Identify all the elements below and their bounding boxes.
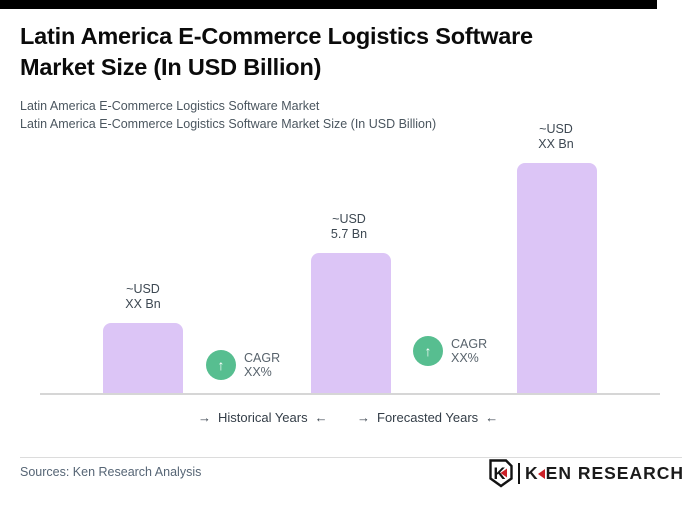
cagr1-value: XX%: [244, 365, 272, 379]
bar-value-label: ~USD XX Bn: [501, 122, 611, 151]
arrow-up-circle-icon: ↑: [206, 350, 236, 380]
arrow-right-icon: →: [198, 410, 211, 425]
bar1-label-line1: ~USD: [126, 282, 160, 296]
bar3-label-line2: XX Bn: [538, 136, 574, 151]
ken-research-logo: K K EN RESEARCH: [487, 459, 684, 488]
bar-forecast: [517, 163, 597, 393]
legend-historical-label: Historical Years: [218, 410, 308, 425]
x-axis-baseline: [40, 393, 660, 395]
logo-separator: [518, 463, 520, 484]
cagr2-label: CAGR: [451, 336, 488, 351]
bar3-label-line1: ~USD: [539, 122, 573, 136]
cagr1-label: CAGR: [244, 350, 281, 365]
bar1-label-line2: XX Bn: [125, 296, 161, 311]
svg-text:K: K: [494, 465, 506, 483]
top-black-strip: [0, 0, 657, 9]
bar2-label-line1: ~USD: [332, 212, 366, 226]
bar2-label-line2: 5.7 Bn: [330, 226, 368, 241]
logo-letter-k: K: [525, 463, 539, 483]
bar-value-label: ~USD XX Bn: [88, 282, 198, 311]
bar-value-label: ~USD 5.7 Bn: [294, 212, 404, 241]
chart-subtitle-line1: Latin America E-Commerce Logistics Softw…: [20, 99, 320, 113]
logo-rest-text: EN RESEARCH: [545, 463, 685, 483]
arrow-right-icon: →: [357, 410, 370, 425]
cagr-badge: ↑ CAGR XX%: [413, 336, 487, 366]
chart-subtitle-line2: Latin America E-Commerce Logistics Softw…: [20, 117, 437, 131]
legend-forecasted-years: → Forecasted Years ←: [357, 410, 498, 425]
cagr-badge-text: CAGR XX%: [451, 337, 487, 366]
page-title-line1: Latin America E-Commerce Logistics Softw…: [20, 23, 533, 49]
bar-current: [311, 253, 391, 393]
arrow-left-icon: ←: [314, 410, 328, 425]
page-title-line2: Market Size (In USD Billion): [20, 54, 322, 80]
bar-historical: [103, 323, 183, 393]
legend-historical-years: → Historical Years ←: [198, 410, 328, 425]
sources-text: Sources: Ken Research Analysis: [20, 465, 202, 479]
cagr2-value: XX%: [451, 351, 479, 365]
arrow-up-circle-icon: ↑: [413, 336, 443, 366]
footer-divider: [20, 457, 682, 458]
arrow-left-icon: ←: [485, 410, 499, 425]
logo-red-triangle-icon: [537, 468, 545, 479]
logo-wordmark: K EN RESEARCH: [525, 463, 684, 484]
cagr-badge: ↑ CAGR XX%: [206, 350, 280, 380]
legend-forecasted-label: Forecasted Years: [377, 410, 479, 425]
page-title: Latin America E-Commerce Logistics Softw…: [20, 21, 660, 83]
ken-research-shield-icon: K: [489, 459, 513, 488]
cagr-badge-text: CAGR XX%: [244, 351, 280, 380]
